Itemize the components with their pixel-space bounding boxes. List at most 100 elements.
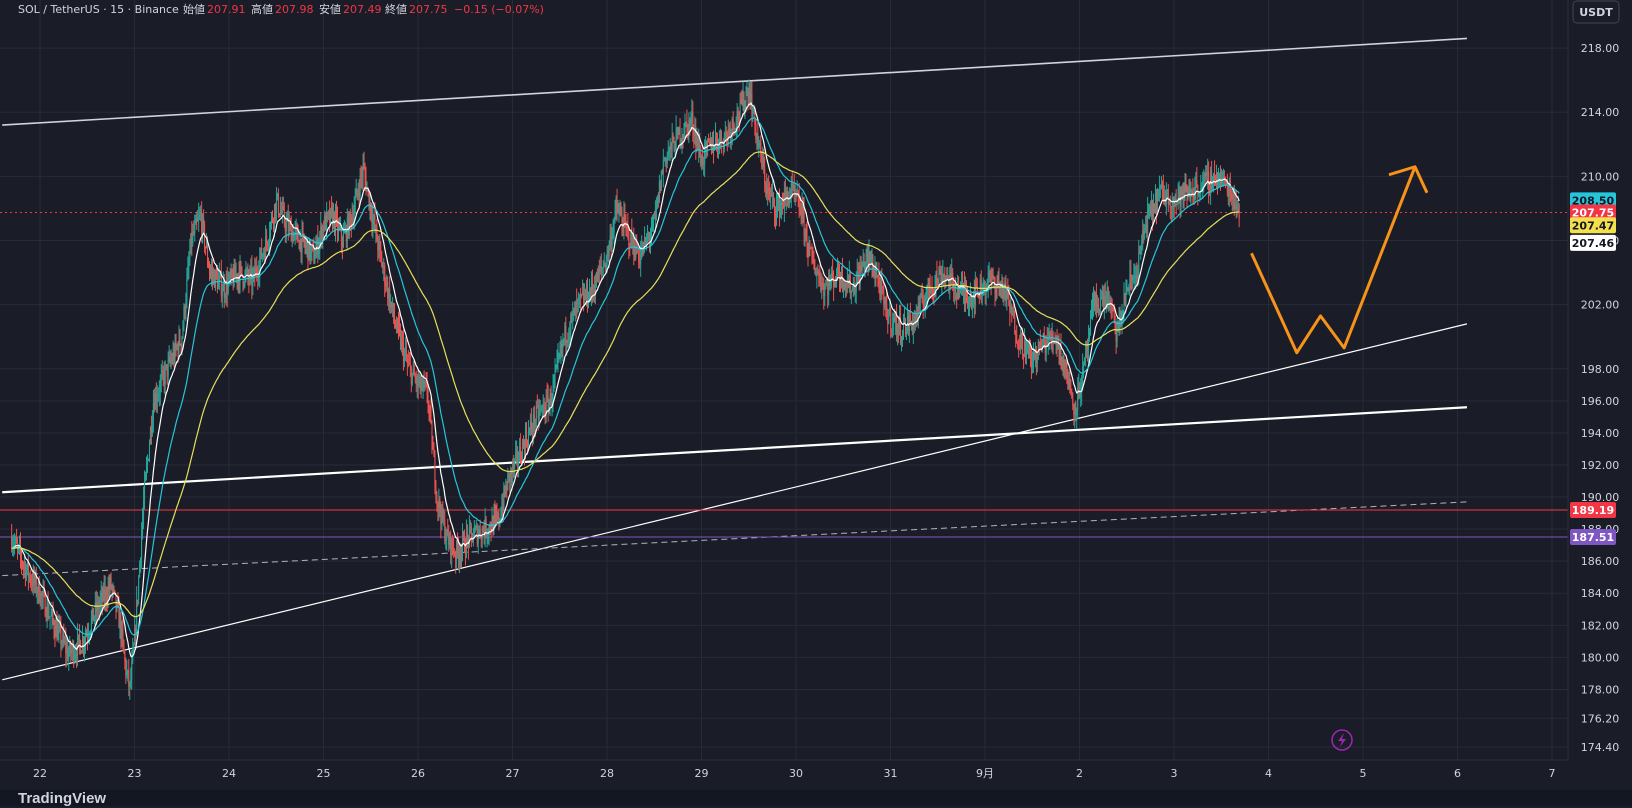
candle-body xyxy=(503,486,505,510)
candle-body xyxy=(46,603,48,619)
candle-body xyxy=(864,262,866,270)
candle-body xyxy=(745,93,747,104)
price-scale[interactable] xyxy=(1568,0,1632,760)
trendlines[interactable] xyxy=(2,37,1468,681)
candle-body xyxy=(1171,204,1173,208)
candle-body xyxy=(809,244,811,247)
candle-body xyxy=(680,141,682,144)
candle-body xyxy=(653,217,655,219)
y-tick-label: 184.00 xyxy=(1581,587,1620,600)
candle-body xyxy=(127,670,129,672)
candle-body xyxy=(212,273,214,277)
candle-body xyxy=(757,133,759,147)
x-tick-label: 24 xyxy=(222,767,236,780)
candle-body xyxy=(772,192,774,195)
candle-body xyxy=(1024,341,1026,356)
lightning-icon[interactable] xyxy=(1331,729,1353,751)
candle-body xyxy=(900,318,902,340)
candle-body xyxy=(455,554,457,560)
candle-body xyxy=(580,294,582,297)
candle-body xyxy=(875,268,877,277)
candle-body xyxy=(670,143,672,150)
candle-body xyxy=(401,339,403,342)
symbol-title[interactable]: SOL / TetherUS · 15 · Binance xyxy=(18,3,179,16)
candle-body xyxy=(827,284,829,295)
candle-body xyxy=(84,636,86,643)
candle-body xyxy=(1232,193,1234,199)
candle-body xyxy=(400,339,402,347)
candle-body xyxy=(1148,207,1150,212)
candle-body xyxy=(840,268,842,285)
currency-button[interactable]: USDT xyxy=(1572,0,1620,24)
candle-body xyxy=(971,299,973,307)
candle-body xyxy=(658,181,660,202)
candle-body xyxy=(354,197,356,210)
candle-body xyxy=(750,94,752,106)
candle-body xyxy=(496,514,498,519)
candle-body xyxy=(1016,334,1018,344)
candle-body xyxy=(1208,171,1210,190)
projection-path[interactable] xyxy=(1250,165,1429,355)
candle-body xyxy=(273,204,275,224)
candle-body xyxy=(58,626,60,629)
candle-body xyxy=(768,188,770,190)
candle-body xyxy=(1128,289,1130,292)
candle-body xyxy=(863,260,865,270)
candle-body xyxy=(117,602,119,606)
close-label: 終値 xyxy=(385,2,407,16)
candle-body xyxy=(1123,293,1125,312)
candle-body xyxy=(562,339,564,349)
candle-body xyxy=(965,290,967,299)
candle-body xyxy=(165,364,167,368)
horizontal-lines[interactable] xyxy=(0,211,1568,538)
candle-body xyxy=(697,137,699,150)
candle-body xyxy=(442,506,444,521)
candle-body xyxy=(565,325,567,344)
candle-body xyxy=(284,223,286,232)
candle-body xyxy=(1043,333,1045,342)
candle-body xyxy=(184,307,186,314)
candle-body xyxy=(907,315,909,332)
candle-body xyxy=(1165,191,1167,204)
candle-body xyxy=(81,651,83,654)
candle-body xyxy=(703,163,705,165)
candle-body xyxy=(612,232,614,234)
candle-body xyxy=(428,404,430,409)
candle-body xyxy=(1084,357,1086,365)
candle-body xyxy=(98,605,100,611)
candle-body xyxy=(778,197,780,216)
candle-body xyxy=(286,218,288,222)
candle-body xyxy=(728,128,730,130)
candle-body xyxy=(986,285,988,287)
time-scale[interactable] xyxy=(0,760,1568,790)
candle-body xyxy=(618,211,620,214)
candle-body xyxy=(903,318,905,322)
candle-body xyxy=(1038,341,1040,343)
candle-body xyxy=(225,280,227,297)
candle-body xyxy=(47,603,49,618)
x-axis-ticks: 22 23 24 25 26 27 28 29 30 31 9月 2 3 4 5 6 7 xyxy=(33,767,1556,780)
candle-body xyxy=(505,485,507,494)
candle-body xyxy=(1067,382,1069,390)
candle-body xyxy=(482,528,484,532)
candle-body xyxy=(467,536,469,546)
candle-body xyxy=(54,631,56,637)
candle-body xyxy=(528,429,530,432)
candle-body xyxy=(926,287,928,296)
candle-body xyxy=(375,226,377,230)
candle-body xyxy=(474,527,476,531)
candle-body xyxy=(686,121,688,125)
candle-body xyxy=(13,545,15,547)
candle-body xyxy=(402,341,404,362)
candle-body xyxy=(1036,352,1038,363)
candle-body xyxy=(677,128,679,135)
candle-body xyxy=(910,320,912,323)
candle-body xyxy=(885,297,887,306)
candle-body xyxy=(791,183,793,190)
candle-body xyxy=(111,587,113,589)
candle-body xyxy=(520,446,522,459)
candle-body xyxy=(1102,291,1104,307)
candle-body xyxy=(976,286,978,292)
candle-body xyxy=(448,535,450,545)
